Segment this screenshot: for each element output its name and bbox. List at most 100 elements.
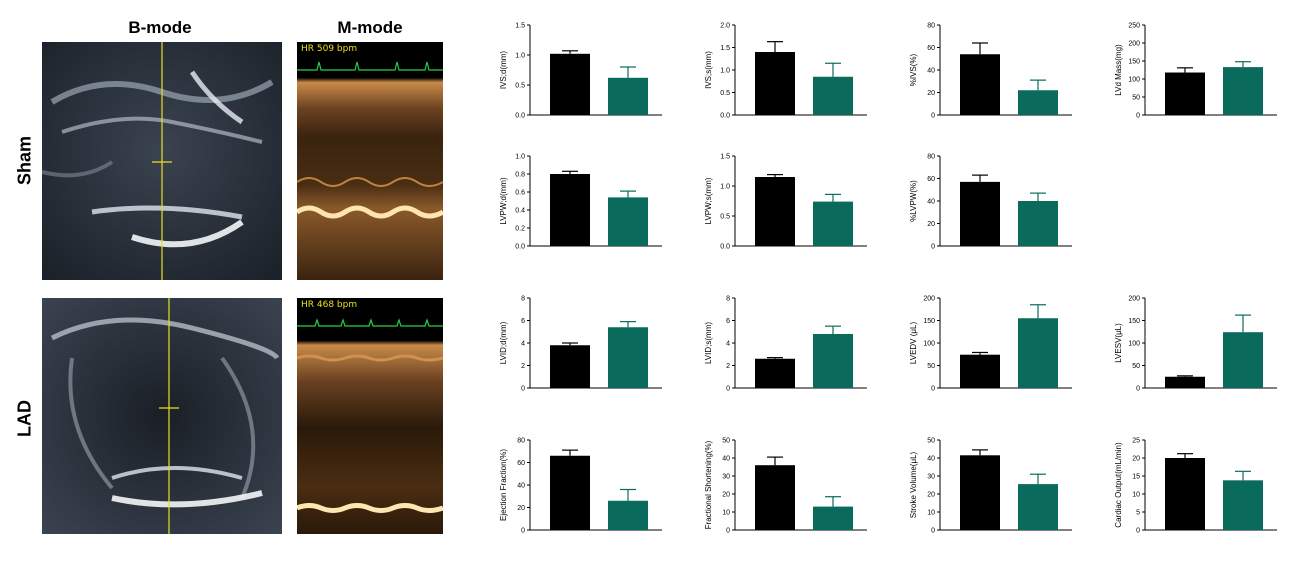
chart-14: 0 5 10 15 20 25 Cardiac Output(mL/min) bbox=[1114, 438, 1277, 535]
bmode-lad-image bbox=[42, 298, 282, 534]
y-tick-label: 6 bbox=[521, 318, 525, 325]
y-tick-label: 20 bbox=[722, 492, 730, 499]
y-tick-label: 1.5 bbox=[720, 154, 730, 161]
bar-lad bbox=[608, 197, 648, 246]
bar-lad bbox=[608, 327, 648, 388]
y-tick-label: 80 bbox=[927, 154, 935, 161]
bar-lad bbox=[1018, 201, 1058, 246]
y-tick-label: 0.0 bbox=[515, 113, 525, 120]
y-tick-label: 100 bbox=[1128, 77, 1140, 84]
chart-3: 0 50 100 150 200 250 LVd Mass(mg) bbox=[1114, 23, 1277, 120]
y-tick-label: 20 bbox=[1132, 456, 1140, 463]
y-tick-label: 5 bbox=[1136, 510, 1140, 517]
y-axis-label: Cardiac Output(mL/min) bbox=[1114, 442, 1123, 528]
chart-6: 0 20 40 60 80 %LVPW(%) bbox=[909, 154, 1072, 251]
bar-lad bbox=[1223, 480, 1263, 530]
y-tick-label: 50 bbox=[927, 438, 935, 445]
y-tick-label: 40 bbox=[517, 483, 525, 490]
y-tick-label: 1.0 bbox=[720, 184, 730, 191]
y-tick-label: 50 bbox=[1132, 95, 1140, 102]
y-tick-label: 60 bbox=[927, 45, 935, 52]
y-tick-label: 4 bbox=[726, 341, 730, 348]
y-tick-label: 20 bbox=[927, 221, 935, 228]
y-axis-label: IVS;d(mm) bbox=[499, 51, 508, 90]
bmode-column-title: B-mode bbox=[128, 18, 192, 37]
y-tick-label: 1.5 bbox=[515, 23, 525, 30]
bmode-sham-image bbox=[42, 42, 282, 280]
bar-sham bbox=[755, 358, 795, 388]
bar-sham bbox=[755, 465, 795, 530]
bar-sham bbox=[550, 455, 590, 530]
y-tick-label: 20 bbox=[517, 505, 525, 512]
bar-sham bbox=[1165, 376, 1205, 388]
y-tick-label: 50 bbox=[722, 438, 730, 445]
y-tick-label: 0 bbox=[726, 528, 730, 535]
y-tick-label: 80 bbox=[517, 438, 525, 445]
y-tick-label: 100 bbox=[1128, 341, 1140, 348]
bar-lad bbox=[813, 506, 853, 530]
y-axis-label: LVPW;s(mm) bbox=[704, 177, 713, 224]
y-tick-label: 0 bbox=[1136, 113, 1140, 120]
chart-8: 0 2 4 6 8 LVID;s(mm) bbox=[704, 296, 867, 393]
y-tick-label: 0 bbox=[1136, 386, 1140, 393]
bar-sham bbox=[1165, 72, 1205, 115]
y-tick-label: 150 bbox=[1128, 59, 1140, 66]
y-tick-label: 0.5 bbox=[720, 90, 730, 97]
mmode-column-title: M-mode bbox=[337, 18, 403, 37]
y-tick-label: 25 bbox=[1132, 438, 1140, 445]
bar-sham bbox=[550, 174, 590, 246]
y-tick-label: 1.0 bbox=[720, 68, 730, 75]
chart-10: 0 50 100 150 200 LVESV(μL) bbox=[1114, 296, 1277, 393]
y-tick-label: 40 bbox=[927, 199, 935, 206]
y-tick-label: 40 bbox=[722, 456, 730, 463]
y-tick-label: 0.4 bbox=[515, 208, 525, 215]
bar-lad bbox=[1018, 90, 1058, 115]
chart-2: 0 20 40 60 80 %IVS(%) bbox=[909, 23, 1072, 120]
y-tick-label: 10 bbox=[1132, 492, 1140, 499]
y-tick-label: 0.5 bbox=[515, 83, 525, 90]
y-axis-label: %LVPW(%) bbox=[909, 180, 918, 222]
y-tick-label: 0 bbox=[726, 386, 730, 393]
y-tick-label: 60 bbox=[927, 176, 935, 183]
y-tick-label: 0 bbox=[931, 113, 935, 120]
y-tick-label: 0.0 bbox=[720, 244, 730, 251]
y-axis-label: IVS;s(mm) bbox=[704, 51, 713, 89]
y-tick-label: 0 bbox=[521, 528, 525, 535]
y-tick-label: 100 bbox=[923, 341, 935, 348]
y-tick-label: 0 bbox=[1136, 528, 1140, 535]
y-axis-label: LVID;s(mm) bbox=[704, 322, 713, 364]
y-tick-label: 1.5 bbox=[720, 45, 730, 52]
y-tick-label: 200 bbox=[1128, 296, 1140, 303]
bar-lad bbox=[1018, 318, 1058, 388]
y-tick-label: 0 bbox=[521, 386, 525, 393]
y-tick-label: 60 bbox=[517, 460, 525, 467]
y-axis-label: Fractional Shortening(%) bbox=[704, 440, 713, 529]
y-tick-label: 1.0 bbox=[515, 154, 525, 161]
y-tick-label: 0 bbox=[931, 244, 935, 251]
y-tick-label: 10 bbox=[722, 510, 730, 517]
chart-4: 0.0 0.2 0.4 0.6 0.8 1.0 LVPW;d(mm) bbox=[499, 154, 662, 251]
y-tick-label: 8 bbox=[726, 296, 730, 303]
y-axis-label: LVd Mass(mg) bbox=[1114, 44, 1123, 96]
bar-sham bbox=[960, 354, 1000, 388]
y-tick-label: 50 bbox=[1132, 363, 1140, 370]
bar-lad bbox=[1018, 484, 1058, 530]
bar-lad bbox=[813, 334, 853, 388]
y-axis-label: %IVS(%) bbox=[909, 53, 918, 86]
y-tick-label: 6 bbox=[726, 318, 730, 325]
y-tick-label: 20 bbox=[927, 90, 935, 97]
chart-13: 0 10 20 30 40 50 Stroke Volume(μL) bbox=[909, 438, 1072, 535]
chart-0: 0.0 0.5 1.0 1.5 IVS;d(mm) bbox=[499, 23, 662, 120]
y-axis-label: Ejection Fraction(%) bbox=[499, 449, 508, 521]
y-tick-label: 0.0 bbox=[515, 244, 525, 251]
bar-lad bbox=[813, 201, 853, 246]
bar-sham bbox=[960, 54, 1000, 115]
y-tick-label: 0.5 bbox=[720, 214, 730, 221]
y-tick-label: 4 bbox=[521, 341, 525, 348]
bar-sham bbox=[755, 52, 795, 115]
lad-heart-rate: HR 468 bpm bbox=[301, 300, 358, 310]
y-tick-label: 2.0 bbox=[720, 23, 730, 30]
y-tick-label: 200 bbox=[923, 296, 935, 303]
y-tick-label: 50 bbox=[927, 363, 935, 370]
